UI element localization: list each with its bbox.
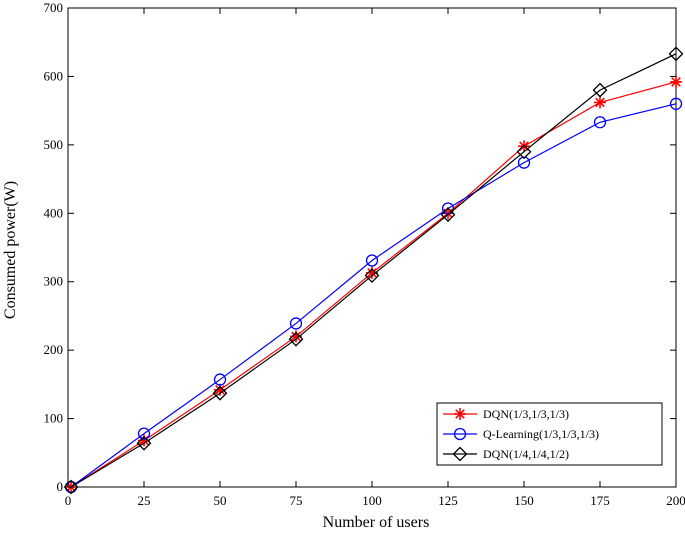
asterisk-stroke	[367, 268, 377, 278]
x-tick-label: 200	[666, 493, 685, 508]
x-tick-label: 50	[214, 493, 227, 508]
legend-marker	[454, 408, 466, 420]
data-point	[668, 46, 684, 62]
y-tick-label: 200	[44, 342, 64, 357]
y-tick-label: 700	[44, 0, 64, 15]
y-tick-label: 500	[44, 137, 64, 152]
asterisk-stroke	[671, 77, 681, 87]
series-line	[70, 53, 677, 488]
data-point	[592, 82, 608, 98]
legend-label: DQN(1/4,1/4,1/2)	[483, 447, 569, 461]
data-point	[364, 268, 380, 283]
data-point	[517, 156, 531, 169]
series-1	[64, 97, 683, 494]
x-tick-label: 125	[438, 493, 458, 508]
data-point	[289, 317, 303, 330]
x-tick-label: 75	[290, 493, 303, 508]
legend-marker	[453, 427, 467, 441]
data-point	[593, 116, 607, 129]
x-tick-label: 0	[65, 493, 72, 508]
data-point	[440, 207, 456, 223]
asterisk-stroke	[455, 409, 465, 419]
data-point	[137, 427, 151, 440]
y-tick-label: 300	[44, 274, 64, 289]
series-layer	[63, 46, 684, 495]
data-point	[365, 254, 379, 267]
y-tick-label: 600	[44, 68, 64, 83]
data-point	[670, 75, 682, 88]
legend-item: DQN(1/4,1/4,1/2)	[443, 446, 569, 462]
data-point	[518, 140, 530, 153]
data-point	[213, 373, 227, 386]
legend-marker	[452, 446, 468, 462]
axes-layer: 0 25 50 75 100 125 150 175 200 0 100 200 300 400 500 60…	[44, 0, 685, 508]
series-2	[63, 46, 684, 495]
y-axis-label: Consumed power(W)	[2, 181, 19, 319]
data-point	[516, 144, 532, 160]
data-point	[136, 435, 152, 451]
x-tick-label: 25	[138, 493, 151, 508]
x-tick-label: 175	[590, 493, 610, 508]
data-point	[64, 480, 78, 494]
asterisk-stroke	[291, 331, 301, 342]
asterisk-stroke	[595, 97, 605, 108]
x-tick-label: 150	[514, 493, 534, 508]
asterisk-stroke	[519, 141, 529, 152]
legend-item: DQN(1/3,1/3,1/3)	[443, 407, 569, 421]
series-line	[70, 103, 677, 488]
legend-label: Q-Learning(1/3,1/3,1/3)	[483, 427, 599, 441]
x-tick-label: 100	[362, 493, 382, 508]
data-point	[669, 97, 683, 110]
legend-label: DQN(1/3,1/3,1/3)	[483, 407, 569, 421]
y-tick-label: 100	[44, 411, 64, 426]
legend-item: Q-Learning(1/3,1/3,1/3)	[443, 427, 599, 441]
legend: DQN(1/3,1/3,1/3) Q-Learning(1/3,1/3,1/3) D…	[436, 402, 663, 466]
data-point	[594, 96, 606, 109]
asterisk-stroke	[215, 385, 225, 395]
x-axis-label: Number of users	[323, 514, 430, 531]
data-point	[63, 479, 79, 495]
y-tick-label: 400	[44, 205, 64, 220]
y-tick-label: 0	[57, 479, 64, 494]
data-point	[212, 385, 228, 401]
data-point	[288, 331, 304, 347]
